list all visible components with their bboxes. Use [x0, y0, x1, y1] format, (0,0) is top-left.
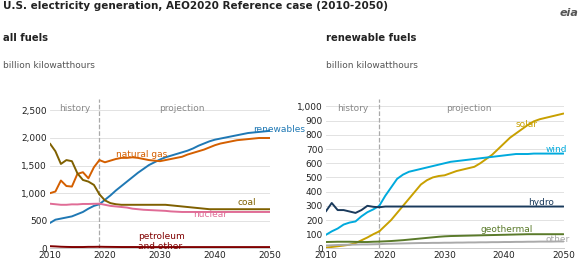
- Text: renewable fuels: renewable fuels: [326, 33, 416, 43]
- Text: projection: projection: [446, 104, 491, 113]
- Text: billion kilowatthours: billion kilowatthours: [326, 61, 418, 70]
- Text: solar: solar: [516, 120, 538, 129]
- Text: coal: coal: [237, 198, 255, 206]
- Text: history: history: [59, 104, 90, 113]
- Text: eia: eia: [559, 8, 578, 18]
- Text: U.S. electricity generation, AEO2020 Reference case (2010-2050): U.S. electricity generation, AEO2020 Ref…: [3, 1, 388, 11]
- Text: other: other: [546, 235, 570, 244]
- Text: projection: projection: [159, 104, 205, 113]
- Text: all fuels: all fuels: [3, 33, 48, 43]
- Text: hydro: hydro: [528, 198, 554, 208]
- Text: nuclear: nuclear: [193, 210, 227, 219]
- Text: natural gas: natural gas: [116, 150, 167, 159]
- Text: wind: wind: [546, 145, 567, 153]
- Text: petroleum
and other: petroleum and other: [138, 232, 185, 251]
- Text: geothermal: geothermal: [480, 225, 532, 234]
- Text: history: history: [337, 104, 368, 113]
- Text: billion kilowatthours: billion kilowatthours: [3, 61, 95, 70]
- Text: renewables: renewables: [254, 125, 305, 134]
